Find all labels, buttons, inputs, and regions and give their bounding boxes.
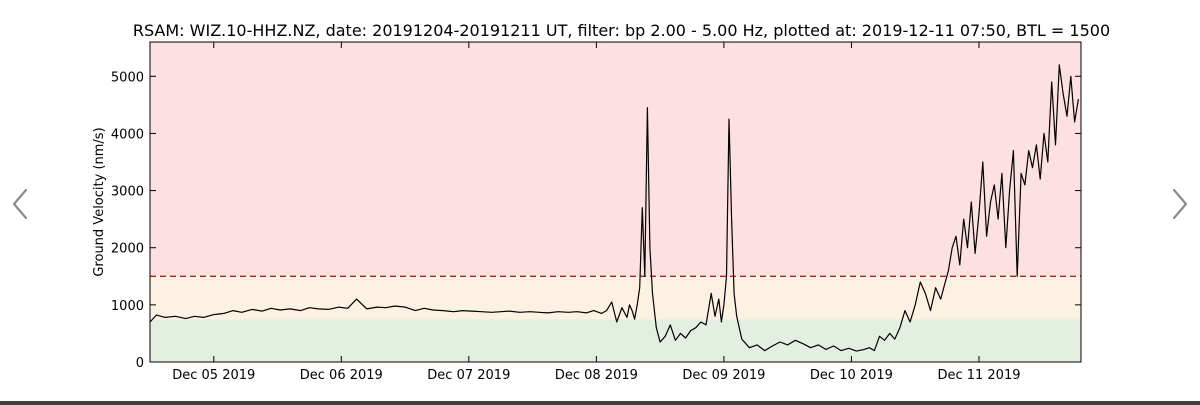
x-tick-label: Dec 09 2019 <box>682 368 765 383</box>
x-tick-label: Dec 05 2019 <box>172 368 255 383</box>
y-tick-label: 0 <box>136 356 144 371</box>
y-tick-label: 2000 <box>111 242 144 257</box>
y-tick-label: 4000 <box>111 127 144 142</box>
y-axis: 0 1000 2000 3000 4000 5000 <box>111 70 1081 371</box>
next-image-button[interactable] <box>1164 186 1194 222</box>
plot-frame <box>149 41 1082 363</box>
alert-band-2 <box>150 42 1081 277</box>
y-tick-label: 1000 <box>111 299 144 314</box>
y-axis-label: Ground Velocity (nm/s) <box>92 127 107 276</box>
x-tick-label: Dec 07 2019 <box>427 368 510 383</box>
chevron-right-icon <box>1172 188 1188 220</box>
alert-band-1 <box>150 276 1081 320</box>
bottom-border <box>0 401 1200 405</box>
alert-band-0 <box>150 319 1081 362</box>
chevron-left-icon <box>12 188 28 220</box>
x-tick-label: Dec 11 2019 <box>937 368 1020 383</box>
y-tick-label: 5000 <box>111 70 144 85</box>
chart-title: RSAM: WIZ.10-HHZ.NZ, date: 20191204-2019… <box>133 21 1110 40</box>
x-tick-label: Dec 06 2019 <box>300 368 383 383</box>
x-axis: Dec 05 2019 Dec 06 2019 Dec 07 2019 Dec 08 … <box>172 42 1020 383</box>
previous-image-button[interactable] <box>6 186 36 222</box>
alert-bands <box>150 42 1081 362</box>
x-tick-label: Dec 10 2019 <box>810 368 893 383</box>
series-line <box>149 64 1079 352</box>
y-tick-label: 3000 <box>111 185 144 200</box>
x-tick-label: Dec 08 2019 <box>555 368 638 383</box>
